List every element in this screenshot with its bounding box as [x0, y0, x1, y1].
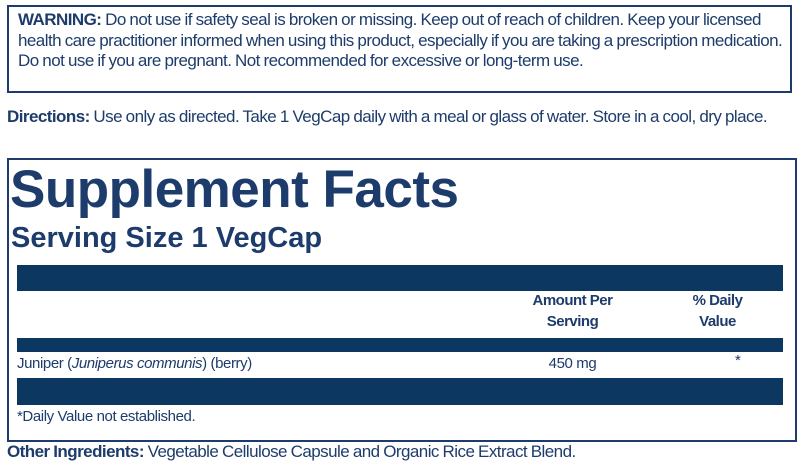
name-prefix: Juniper (	[17, 355, 72, 372]
amount-per-serving-header: Amount Per Serving	[500, 290, 645, 332]
other-ingredients-label: Other Ingredients:	[7, 442, 145, 461]
facts-title: Supplement Facts	[10, 160, 459, 219]
daily-value-header: % Daily Value	[665, 290, 770, 332]
divider-bar	[17, 338, 783, 352]
ingredient-amount: 450 mg	[548, 355, 597, 372]
footnote: *Daily Value not established.	[17, 408, 196, 425]
directions-body: Use only as directed. Take 1 VegCap dail…	[89, 107, 768, 126]
divider-bar-thick	[17, 265, 783, 291]
ingredient-name: Juniper (Juniperus communis) (berry)	[17, 355, 252, 373]
header-line: Serving	[546, 313, 599, 330]
warning-box: WARNING: Do not use if safety seal is br…	[7, 5, 792, 93]
warning-body: Do not use if safety seal is broken or m…	[18, 10, 783, 70]
supplement-facts-panel	[7, 158, 797, 442]
other-ingredients: Other Ingredients: Vegetable Cellulose C…	[7, 441, 576, 463]
directions-label: Directions:	[7, 107, 90, 126]
directions: Directions: Use only as directed. Take 1…	[7, 107, 797, 128]
warning-label: WARNING:	[18, 10, 102, 29]
serving-size: Serving Size 1 VegCap	[11, 222, 323, 254]
header-line: % Daily	[692, 292, 743, 309]
divider-bar-thick	[17, 378, 783, 405]
name-suffix: ) (berry)	[202, 355, 252, 372]
warning-text: WARNING: Do not use if safety seal is br…	[18, 10, 788, 72]
header-line: Value	[699, 313, 736, 330]
other-ingredients-body: Vegetable Cellulose Capsule and Organic …	[143, 442, 577, 461]
ingredient-dv: *	[735, 352, 741, 369]
latin-name: Juniperus communis	[71, 355, 203, 372]
header-line: Amount Per	[532, 292, 613, 309]
